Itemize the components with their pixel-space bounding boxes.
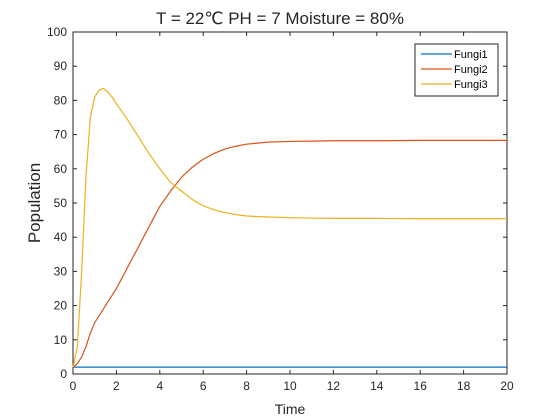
y-tick-label: 100 <box>47 25 67 39</box>
y-tick-label: 60 <box>54 162 68 176</box>
x-tick-label: 2 <box>113 379 120 393</box>
x-axis-label: Time <box>275 401 306 417</box>
y-tick-label: 0 <box>60 367 67 381</box>
y-axis-label: Population <box>25 163 44 243</box>
legend-box <box>414 43 499 97</box>
series-line-fungi3 <box>72 87 507 368</box>
x-tick-label: 10 <box>283 379 297 393</box>
y-tick-label: 20 <box>54 299 68 313</box>
x-tick-label: 20 <box>500 379 514 393</box>
x-tick-label: 6 <box>200 379 207 393</box>
series-line-fungi2 <box>72 139 507 368</box>
x-tick-label: 4 <box>156 379 163 393</box>
x-tick-label: 0 <box>70 379 77 393</box>
legend-label-fungi1: Fungi1 <box>454 49 488 61</box>
legend-label-fungi2: Fungi2 <box>454 64 488 76</box>
x-tick-label: 18 <box>457 379 471 393</box>
y-tick-label: 80 <box>54 93 68 107</box>
legend-label-fungi3: Fungi3 <box>454 79 488 91</box>
y-tick-label: 70 <box>54 128 68 142</box>
chart-title: T = 22℃ PH = 7 Moisture = 80% <box>156 9 404 28</box>
x-tick-label: 12 <box>327 379 341 393</box>
legend: Fungi1 Fungi2 Fungi3 <box>414 43 499 97</box>
y-tick-label: 90 <box>54 59 68 73</box>
y-tick-label: 40 <box>54 230 68 244</box>
x-tick-label: 16 <box>414 379 428 393</box>
y-tick-label: 10 <box>54 333 68 347</box>
y-tick-label: 30 <box>54 264 68 278</box>
y-tick-label: 50 <box>54 196 68 210</box>
series-lines <box>72 87 507 368</box>
x-tick-label: 14 <box>370 379 384 393</box>
x-tick-label: 8 <box>243 379 250 393</box>
axis-ticks: 0 2 4 6 8 10 12 14 16 18 20 0 10 20 30 40 50 60 70 80 90 100 <box>47 25 514 393</box>
